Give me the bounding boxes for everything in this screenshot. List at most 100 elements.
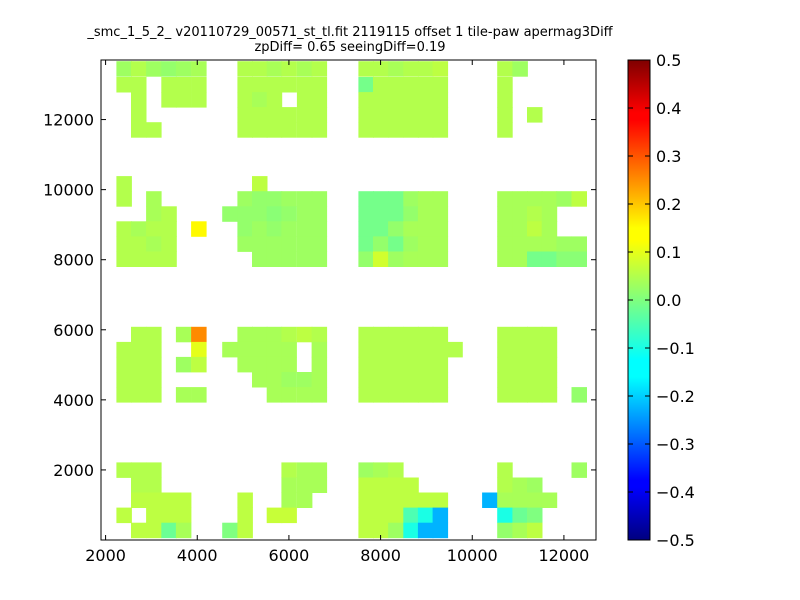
heatmap-cell (373, 356, 389, 373)
heatmap-cell (403, 221, 419, 237)
heatmap-cell (252, 251, 268, 267)
heatmap-cell (116, 221, 132, 237)
heatmap-cell (417, 522, 434, 539)
heatmap-cell (417, 77, 434, 93)
heatmap-cell (388, 522, 404, 539)
heatmap-cell (403, 356, 419, 373)
y-tick-label: 10000 (43, 181, 94, 200)
heatmap-cell (417, 191, 434, 207)
heatmap-cell (146, 372, 162, 388)
heatmap-cell (222, 522, 238, 539)
heatmap-cell (527, 206, 543, 222)
heatmap-cell (432, 522, 449, 539)
heatmap-cell (116, 77, 132, 93)
heatmap-cell (417, 341, 434, 358)
heatmap-cell (146, 221, 162, 237)
heatmap-cell (417, 507, 434, 524)
heatmap-cell (512, 206, 528, 222)
heatmap-cell (175, 92, 192, 108)
heatmap-cell (311, 236, 328, 252)
heatmap-cell (541, 326, 558, 343)
heatmap-cell (403, 477, 419, 493)
heatmap-cell (237, 236, 253, 252)
heatmap-cell (116, 372, 132, 388)
heatmap-cell (266, 122, 283, 138)
heatmap-cell (403, 341, 419, 358)
heatmap-cell (541, 356, 558, 373)
heatmap-cell (266, 206, 283, 222)
heatmap-cell (527, 477, 543, 493)
heatmap-cell (266, 236, 283, 252)
heatmap-cell (388, 77, 404, 93)
heatmap-cell (131, 387, 147, 403)
heatmap-cell (497, 61, 513, 77)
heatmap-cell (175, 507, 192, 524)
heatmap-cell (146, 326, 162, 343)
heatmap-cell (311, 92, 328, 108)
heatmap-cell (512, 236, 528, 252)
heatmap-cell (373, 61, 389, 77)
heatmap-cell (541, 236, 558, 252)
heatmap-cell (131, 522, 147, 539)
heatmap-cell (373, 477, 389, 493)
y-tick-label: 8000 (53, 251, 94, 270)
heatmap-cell (497, 77, 513, 93)
heatmap-cell (116, 462, 132, 478)
colorbar-tick-label: 0.4 (656, 99, 681, 118)
heatmap-cell (527, 372, 543, 388)
heatmap-cell (403, 372, 419, 388)
heatmap-cell (311, 107, 328, 123)
heatmap-cell (252, 77, 268, 93)
heatmap-cell (497, 236, 513, 252)
heatmap-cell (497, 221, 513, 237)
heatmap-cell (146, 341, 162, 358)
heatmap-cell (266, 387, 283, 403)
y-tick-label: 2000 (53, 461, 94, 480)
heatmap-cell (403, 206, 419, 222)
heatmap-cell (417, 122, 434, 138)
heatmap-cell (175, 326, 192, 343)
heatmap-cell (432, 341, 449, 358)
heatmap-cell (373, 122, 389, 138)
heatmap-cell (175, 356, 192, 373)
heatmap-cell (116, 251, 132, 267)
heatmap-cell (116, 356, 132, 373)
heatmap-cell (252, 221, 268, 237)
heatmap-cell (497, 206, 513, 222)
heatmap-cell (403, 191, 419, 207)
heatmap-cell (358, 507, 374, 524)
heatmap-cell (252, 236, 268, 252)
heatmap-cell (161, 77, 177, 93)
heatmap-cell (131, 492, 147, 508)
heatmap-cell (497, 92, 513, 108)
heatmap-cell (541, 387, 558, 403)
heatmap-cell (252, 92, 268, 108)
heatmap-cell (497, 462, 513, 478)
heatmap-cell (296, 77, 313, 93)
heatmap-cell (311, 477, 328, 493)
heatmap-cell (358, 372, 374, 388)
heatmap-cell (191, 221, 207, 237)
heatmap-cell (266, 221, 283, 237)
heatmap-cell (417, 221, 434, 237)
heatmap-cell (116, 507, 132, 524)
heatmap-cell (373, 522, 389, 539)
heatmap-cell (296, 492, 313, 508)
heatmap-cell (358, 122, 374, 138)
heatmap-cell (296, 221, 313, 237)
heatmap-cell (417, 236, 434, 252)
heatmap-cell (447, 341, 463, 358)
heatmap-cell (191, 387, 207, 403)
heatmap-cell (541, 492, 558, 508)
heatmap-cell (527, 107, 543, 123)
heatmap-cell (191, 61, 207, 77)
heatmap-cell (482, 492, 498, 508)
heatmap-cell (281, 206, 297, 222)
heatmap-cell (358, 206, 374, 222)
heatmap-cell (432, 492, 449, 508)
heatmap-cell (571, 251, 587, 267)
heatmap-cell (146, 477, 162, 493)
heatmap-cell (252, 356, 268, 373)
heatmap-cell (432, 206, 449, 222)
heatmap-cell (146, 206, 162, 222)
